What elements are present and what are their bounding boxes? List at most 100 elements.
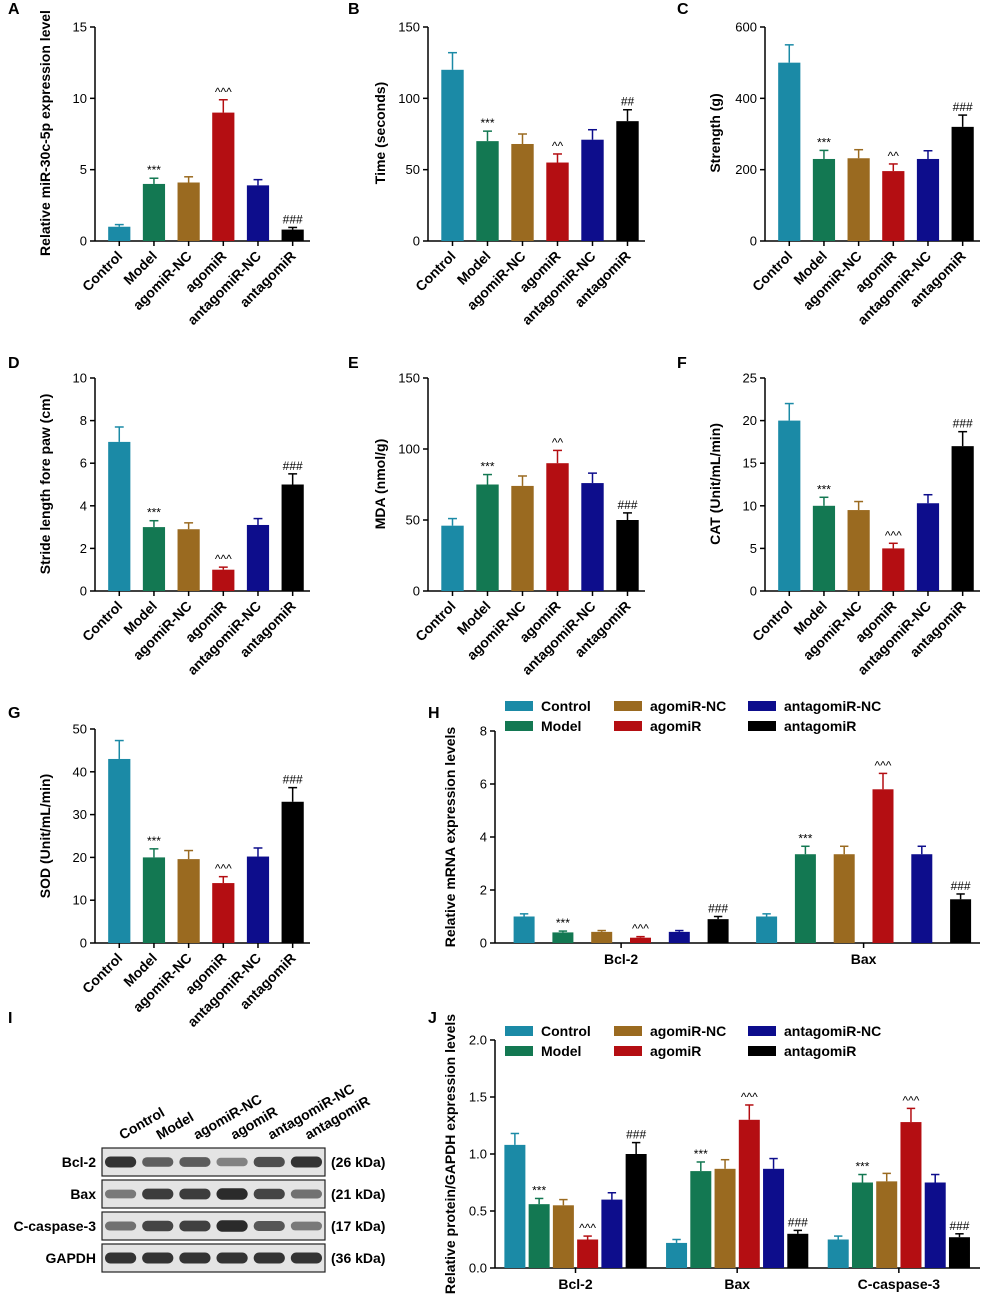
significance-label: *** xyxy=(855,1160,869,1174)
bar xyxy=(763,1168,785,1268)
legend-label: Control xyxy=(541,698,591,714)
y-tick-label: 0 xyxy=(480,936,487,951)
protein-label: Bcl-2 xyxy=(62,1154,96,1170)
y-tick-label: 200 xyxy=(735,162,757,177)
significance-label: ^^ xyxy=(552,435,564,449)
blot-band xyxy=(142,1188,174,1200)
bar xyxy=(847,510,870,591)
significance-label: ^^ xyxy=(888,149,900,163)
y-axis-title: Time (seconds) xyxy=(372,82,388,184)
bar xyxy=(281,484,304,591)
y-tick-label: 10 xyxy=(73,893,87,908)
significance-label: *** xyxy=(147,834,161,848)
legend-swatch xyxy=(614,721,642,731)
legend-label: antagomiR xyxy=(784,1043,856,1059)
kda-label: (21 kDa) xyxy=(331,1186,385,1202)
bar xyxy=(812,158,836,241)
y-tick-label: 1.0 xyxy=(469,1147,487,1162)
significance-label: ### xyxy=(788,1215,808,1229)
y-tick-label: 15 xyxy=(743,456,757,471)
significance-label: *** xyxy=(147,163,161,177)
blot-band xyxy=(179,1188,211,1200)
bar xyxy=(707,919,729,943)
panel-letter: J xyxy=(428,1010,437,1027)
bar xyxy=(778,62,801,241)
significance-label: ^^^ xyxy=(579,1221,596,1235)
significance-label: ### xyxy=(949,1219,969,1233)
bar xyxy=(212,883,235,943)
y-axis-title: Relative mRNA expression levels xyxy=(442,727,458,948)
blot-band xyxy=(216,1252,248,1264)
bar xyxy=(581,483,604,591)
kda-label: (26 kDa) xyxy=(331,1154,385,1170)
y-tick-label: 10 xyxy=(73,371,87,386)
bar xyxy=(616,121,639,241)
bar xyxy=(924,1182,946,1268)
significance-label: ### xyxy=(953,417,973,431)
y-tick-label: 600 xyxy=(735,20,757,35)
bar xyxy=(212,112,235,241)
x-tick-label: Control xyxy=(79,950,126,997)
x-tick-label: Bax xyxy=(851,951,877,967)
x-tick-label: Bcl-2 xyxy=(558,1276,592,1292)
significance-label: *** xyxy=(556,916,570,930)
x-tick-label: Control xyxy=(749,598,796,645)
blot-band xyxy=(104,1189,137,1199)
bar xyxy=(281,229,304,241)
bar xyxy=(794,854,816,943)
legend-label: antagomiR xyxy=(784,718,856,734)
bar xyxy=(142,857,166,943)
panel-letter: B xyxy=(348,1,360,18)
bar xyxy=(591,931,613,943)
x-tick-label: Bax xyxy=(724,1276,750,1292)
y-tick-label: 10 xyxy=(73,91,87,106)
bar xyxy=(714,1168,736,1268)
significance-label: ### xyxy=(708,902,728,916)
bar xyxy=(546,162,569,241)
bar xyxy=(916,158,940,241)
significance-label: *** xyxy=(532,1183,546,1197)
significance-label: ^^^ xyxy=(215,552,232,566)
legend-label: agomiR xyxy=(650,718,701,734)
significance-label: ^^^ xyxy=(215,85,232,99)
blot-band xyxy=(253,1252,285,1264)
bar xyxy=(738,1119,760,1268)
bar xyxy=(882,548,905,591)
legend-label: agomiR-NC xyxy=(650,698,726,714)
bar xyxy=(476,141,499,241)
significance-label: *** xyxy=(147,506,161,520)
y-tick-label: 15 xyxy=(73,20,87,35)
blot-strip xyxy=(101,1243,326,1273)
y-tick-label: 0.5 xyxy=(469,1204,487,1219)
bar xyxy=(787,1233,809,1268)
panel-letter: D xyxy=(8,355,20,372)
legend-label: Model xyxy=(541,1043,581,1059)
bar xyxy=(441,525,464,591)
legend-swatch xyxy=(748,1046,776,1056)
panel-letter: A xyxy=(8,1,20,18)
legend-label: antagomiR-NC xyxy=(784,698,881,714)
y-tick-label: 0 xyxy=(80,234,87,249)
bar xyxy=(552,932,574,943)
panel-i-western-blot: IControlModelagomiR-NCagomiRantagomiR-NC… xyxy=(8,1010,385,1273)
significance-label: ^^^ xyxy=(875,758,892,772)
y-tick-label: 0 xyxy=(80,584,87,599)
bar xyxy=(851,1182,873,1268)
bar xyxy=(177,859,200,943)
x-tick-label: Bcl-2 xyxy=(604,951,638,967)
legend-label: antagomiR-NC xyxy=(784,1023,881,1039)
bar xyxy=(911,854,933,943)
bar xyxy=(212,569,235,591)
legend-swatch xyxy=(748,721,776,731)
blot-band xyxy=(290,1189,323,1199)
blot-band xyxy=(216,1188,248,1200)
bar xyxy=(108,441,131,591)
blot-band xyxy=(290,1252,323,1264)
y-tick-label: 2.0 xyxy=(469,1033,487,1048)
bar xyxy=(900,1122,922,1268)
significance-label: ### xyxy=(626,1128,646,1142)
significance-label: ### xyxy=(283,212,303,226)
